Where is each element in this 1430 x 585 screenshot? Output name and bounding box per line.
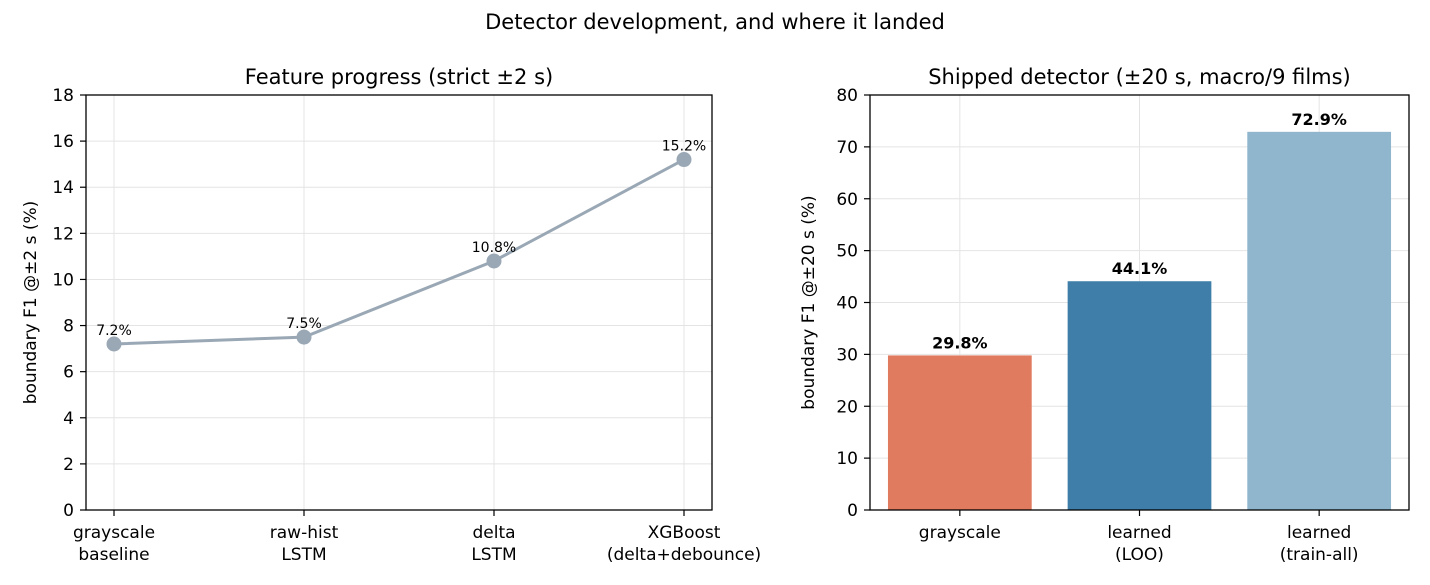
bar-chart-panel: 29.8% 44.1% 72.9% 0 10 20 30 40 50 60 70 80 grayscal…: [799, 65, 1410, 565]
line-chart-ytick-label: 2: [63, 455, 74, 475]
line-chart-panel: 7.2% 7.5% 10.8% 15.2% 0 2 4 6 8 10 12 14 16 18 graysca…: [21, 65, 761, 565]
bar-chart-data-label: 44.1%: [1112, 259, 1168, 278]
bar-chart-ytick-label: 20: [836, 397, 858, 417]
figure-suptitle: Detector development, and where it lande…: [485, 10, 945, 34]
line-chart-xtick-label-line: LSTM: [471, 545, 516, 565]
bar-chart-ytick-label: 70: [836, 138, 858, 158]
line-chart-data-label: 15.2%: [662, 139, 706, 155]
line-chart-xtick-label: grayscale baseline: [73, 523, 155, 565]
line-chart-axes-frame: [85, 94, 713, 511]
bar-chart-ytick-label: 40: [836, 294, 858, 314]
line-chart-ytick-label: 8: [63, 317, 74, 337]
bar-chart-title: Shipped detector (±20 s, macro/9 films): [928, 65, 1351, 89]
line-chart-xtick-label-line: LSTM: [281, 545, 326, 565]
line-chart-ytick-label: 6: [63, 363, 74, 383]
bar-chart-ytick-label: 50: [836, 242, 858, 262]
line-chart-data-point: [486, 253, 502, 269]
bar-chart-ytick-label: 60: [836, 190, 858, 210]
bar-chart-xtick-label: learned (LOO): [1107, 523, 1171, 565]
bar-chart-data-label: 29.8%: [932, 333, 988, 352]
line-chart-xtick-label-line: baseline: [78, 545, 149, 565]
line-chart-xtick-label: delta LSTM: [471, 523, 516, 565]
line-chart-xtick-label-line: grayscale: [73, 523, 155, 543]
bar-chart-xtick-label-line: (LOO): [1115, 545, 1164, 565]
bar-chart-xtick-label: grayscale: [919, 523, 1001, 543]
line-chart-data-label: 7.5%: [286, 316, 322, 332]
line-chart-xtick-label: XGBoost (delta+debounce): [607, 523, 761, 565]
bar-chart-ytick-label: 30: [836, 345, 858, 365]
line-chart-xtick-label-line: XGBoost: [648, 523, 721, 543]
bar-chart-bar: [1247, 131, 1392, 511]
bar-chart-xtick-label-line: learned: [1107, 523, 1171, 543]
line-chart-xtick-label-line: delta: [472, 523, 515, 543]
line-chart-xtick-label: raw-hist LSTM: [270, 523, 339, 565]
bar-chart-ytick-label: 10: [836, 449, 858, 469]
line-chart-ytick-label: 4: [63, 409, 74, 429]
line-chart-series-line: [113, 158, 685, 346]
line-chart-ylabel: boundary F1 @±2 s (%): [21, 201, 41, 405]
bar-chart-xtick-label-line: learned: [1287, 523, 1351, 543]
line-chart-data-point: [106, 336, 122, 352]
bar-chart-ylabel: boundary F1 @±20 s (%): [799, 195, 819, 409]
bar-chart-data-label: 72.9%: [1291, 110, 1347, 129]
bar-chart-xtick-label: learned (train-all): [1280, 523, 1359, 565]
line-chart-data-label: 10.8%: [472, 240, 516, 256]
line-chart-ytick-label: 14: [52, 178, 74, 198]
bar-chart-ytick-label: 80: [836, 86, 858, 106]
line-chart-ytick-label: 18: [52, 86, 74, 106]
line-chart-xtick-label-line: raw-hist: [270, 523, 339, 543]
line-chart-ytick-label: 0: [63, 501, 74, 521]
bar-chart-bar: [1067, 281, 1212, 510]
line-chart-data-label: 7.2%: [96, 323, 132, 339]
line-chart-ytick-label: 16: [52, 132, 74, 152]
bar-chart-bar: [887, 355, 1032, 510]
line-chart-ytick-label: 10: [52, 270, 74, 290]
line-chart-data-point: [676, 152, 692, 168]
bar-chart-ytick-label: 0: [847, 501, 858, 521]
line-chart-title: Feature progress (strict ±2 s): [245, 65, 553, 89]
line-chart-xtick-label-line: (delta+debounce): [607, 545, 761, 565]
line-chart-data-point: [296, 329, 312, 345]
bar-chart-xtick-label-line: grayscale: [919, 523, 1001, 543]
line-chart-ytick-label: 12: [52, 224, 74, 244]
bar-chart-xtick-label-line: (train-all): [1280, 545, 1359, 565]
